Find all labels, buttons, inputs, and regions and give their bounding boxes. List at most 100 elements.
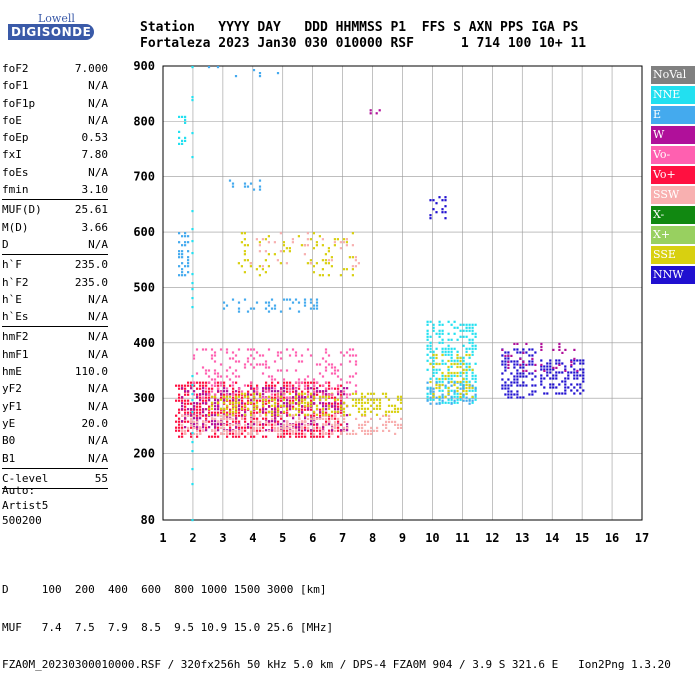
param-row: hmF2 N/A [2, 328, 108, 345]
data-point [516, 372, 519, 375]
data-point [447, 371, 450, 375]
data-point [223, 384, 226, 387]
data-point [301, 411, 304, 414]
data-point [324, 369, 328, 372]
data-point [334, 405, 337, 408]
data-point [178, 426, 181, 429]
data-point [191, 240, 194, 243]
data-point [249, 265, 252, 268]
data-point [400, 426, 403, 429]
data-point [184, 399, 187, 402]
data-point [298, 417, 301, 420]
data-point [240, 265, 243, 268]
data-point [363, 395, 367, 398]
data-point [193, 426, 196, 429]
y-tick-label: 500 [133, 280, 155, 294]
data-point [304, 426, 307, 429]
data-point [522, 351, 525, 354]
param-name: foF1p [2, 96, 36, 110]
data-point [265, 420, 268, 423]
data-point [340, 399, 343, 402]
data-point [202, 408, 205, 411]
data-point [234, 75, 238, 78]
data-point [255, 268, 258, 271]
data-point [298, 414, 301, 417]
data-point [471, 389, 474, 392]
data-point [337, 408, 340, 411]
data-point [241, 417, 244, 420]
data-point [438, 368, 441, 371]
data-point [232, 429, 235, 432]
data-point [360, 413, 364, 416]
data-point [450, 402, 453, 405]
data-point [465, 389, 468, 393]
data-point [441, 347, 444, 350]
data-point [438, 362, 441, 366]
data-point [321, 357, 325, 360]
data-point [286, 432, 289, 435]
param-value: N/A [88, 330, 108, 344]
data-point [369, 112, 372, 115]
data-point [210, 404, 214, 407]
legend-item-xx: X- [651, 206, 695, 224]
data-point [310, 396, 313, 399]
data-point [322, 390, 325, 393]
param-value: N/A [88, 165, 108, 179]
data-point [235, 426, 238, 429]
data-point [280, 423, 283, 426]
data-point [208, 420, 211, 423]
data-point [540, 377, 543, 380]
data-point [558, 348, 561, 351]
data-point [277, 390, 280, 393]
data-point [285, 407, 289, 410]
data-point [250, 432, 253, 435]
data-point [567, 377, 570, 380]
data-point [313, 423, 316, 426]
param-value: 20.0 [81, 416, 109, 430]
data-point [283, 423, 286, 426]
data-point [191, 393, 194, 396]
data-point [217, 390, 220, 393]
data-point [313, 414, 316, 417]
data-point [510, 390, 513, 393]
data-point [196, 381, 199, 384]
data-point [178, 423, 181, 426]
data-point [309, 262, 312, 265]
data-point [300, 392, 304, 395]
data-point [325, 405, 328, 408]
data-point [292, 399, 295, 402]
data-point [534, 384, 537, 387]
data-point [328, 420, 331, 423]
data-point [184, 393, 187, 396]
data-point [259, 414, 262, 417]
data-point [462, 362, 465, 366]
data-point [271, 417, 274, 420]
data-point [244, 402, 247, 405]
data-point [253, 426, 256, 429]
y-tick-label: 900 [133, 59, 155, 73]
data-point [228, 395, 232, 398]
data-point [273, 360, 277, 363]
data-point [225, 404, 229, 407]
y-tick-label: 600 [133, 225, 155, 239]
data-point [205, 420, 208, 423]
data-point [205, 399, 208, 402]
data-point [432, 374, 435, 377]
data-point [316, 426, 319, 429]
data-point [259, 423, 262, 426]
data-point [471, 341, 474, 344]
data-point [208, 396, 211, 399]
data-point [549, 368, 552, 371]
data-point [510, 396, 513, 399]
data-point [345, 244, 348, 247]
data-point [282, 393, 286, 396]
data-point [225, 393, 229, 396]
data-point [181, 271, 184, 274]
data-point [327, 395, 331, 398]
data-point [391, 420, 394, 423]
data-point [277, 426, 280, 429]
data-point [291, 241, 294, 244]
data-point [261, 238, 264, 241]
data-point [265, 423, 268, 426]
data-point [394, 420, 397, 423]
